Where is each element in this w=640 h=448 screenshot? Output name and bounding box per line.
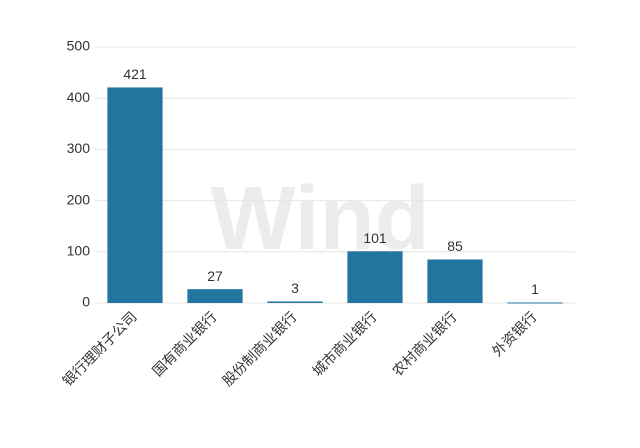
bar — [347, 251, 403, 303]
data-label: 101 — [363, 230, 387, 246]
y-tick-label: 400 — [67, 89, 91, 105]
bar — [507, 302, 563, 304]
x-tick-label: 股份制商业银行 — [219, 308, 300, 389]
data-label: 85 — [447, 238, 463, 254]
x-tick-label: 城市商业银行 — [309, 308, 380, 379]
y-tick-label: 200 — [67, 191, 91, 207]
x-tick-label: 国有商业银行 — [149, 308, 220, 379]
x-tick-label: 农村商业银行 — [389, 308, 460, 379]
y-tick-label: 0 — [82, 294, 90, 310]
data-label: 27 — [207, 268, 223, 284]
bar — [187, 289, 243, 303]
x-tick-label: 外资银行 — [489, 308, 540, 359]
x-tick-label: 银行理财子公司 — [59, 308, 140, 389]
y-tick-label: 500 — [67, 38, 91, 54]
data-label: 421 — [123, 66, 147, 82]
bar — [427, 259, 483, 303]
bar — [107, 87, 163, 303]
bar — [267, 301, 323, 303]
y-tick-label: 100 — [67, 243, 91, 259]
data-label: 3 — [291, 280, 299, 296]
y-tick-label: 300 — [67, 140, 91, 156]
data-label: 1 — [531, 281, 539, 297]
